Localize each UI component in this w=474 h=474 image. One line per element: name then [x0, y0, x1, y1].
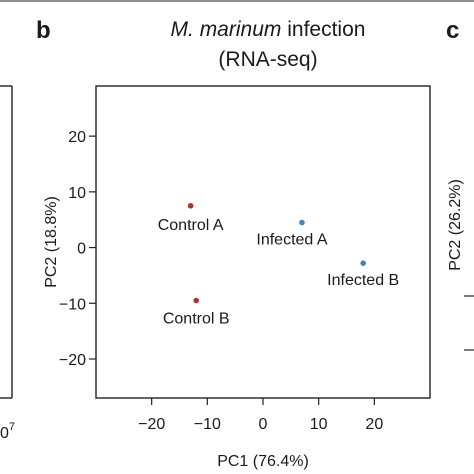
y-tick-label: 0	[77, 241, 86, 258]
chart-title: M. marinum infection	[171, 18, 366, 41]
x-tick-label: −20	[138, 416, 165, 433]
panel-letter-b: b	[36, 17, 51, 44]
y-axis-label: PC2 (18.8%)	[43, 196, 60, 288]
data-point-label: Infected A	[256, 232, 327, 249]
data-point	[187, 202, 194, 209]
chart-subtitle: (RNA-seq)	[218, 48, 317, 71]
x-tick-label: 0	[259, 416, 268, 433]
x-axis-ticks: −20 −10 0 10 20	[138, 398, 383, 433]
right-panel-clip: PC2 (26.2%)	[447, 179, 474, 351]
x-tick-label: −10	[194, 416, 221, 433]
y-tick-label: 20	[68, 129, 86, 146]
right-panel-y-axis-label: PC2 (26.2%)	[447, 179, 464, 271]
data-point	[193, 297, 199, 304]
data-point-label: Control B	[163, 311, 230, 328]
y-axis-ticks: 20 10 0 −10 −20	[59, 129, 96, 369]
data-point	[360, 260, 367, 266]
data-point-label: Control A	[158, 217, 224, 234]
y-tick-label: 10	[68, 185, 86, 202]
x-axis-label: PC1 (76.4%)	[217, 453, 309, 470]
left-panel-clip: 07	[0, 85, 15, 442]
panel-letter-c: c	[446, 17, 459, 44]
data-point-label: Infected B	[327, 272, 399, 289]
x-tick-label: 20	[365, 416, 383, 433]
left-panel-tick-label: 07	[0, 421, 15, 442]
y-tick-label: −20	[59, 352, 86, 369]
x-tick-label: 10	[310, 416, 328, 433]
y-tick-label: −10	[59, 296, 86, 313]
data-points: Control A Control B Infected A Infected B	[158, 202, 399, 328]
data-point	[299, 219, 305, 226]
